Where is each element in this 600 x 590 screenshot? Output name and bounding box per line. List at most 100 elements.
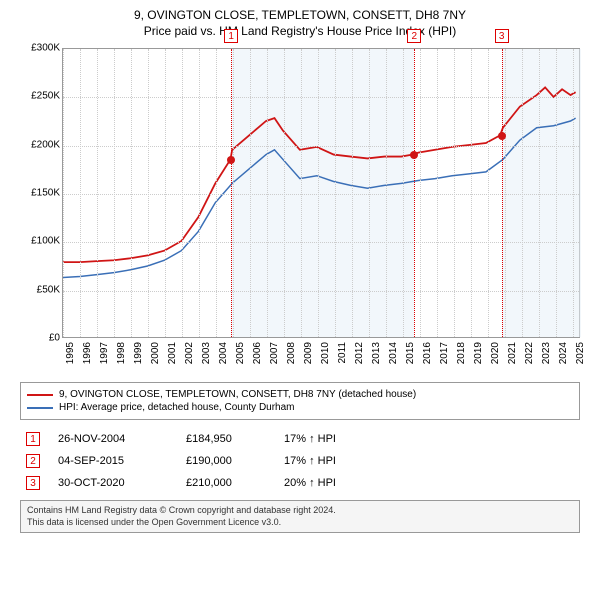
x-tick-label: 2019	[473, 342, 484, 364]
gridline-v	[369, 49, 370, 337]
x-tick-label: 2004	[218, 342, 229, 364]
sales-row-marker: 2	[26, 454, 40, 468]
legend-row: HPI: Average price, detached house, Coun…	[27, 402, 573, 413]
y-tick-label: £100K	[31, 236, 60, 247]
chart-area: £0£50K£100K£150K£200K£250K£300K 123 1995…	[20, 48, 580, 378]
gridline-v	[403, 49, 404, 337]
gridline-v	[420, 49, 421, 337]
y-tick-label: £250K	[31, 91, 60, 102]
x-tick-label: 2022	[524, 342, 535, 364]
y-tick-label: £150K	[31, 188, 60, 199]
x-tick-label: 2002	[184, 342, 195, 364]
chart-container: 9, OVINGTON CLOSE, TEMPLETOWN, CONSETT, …	[0, 0, 600, 590]
gridline-v	[182, 49, 183, 337]
sales-row: 330-OCT-2020£210,00020% ↑ HPI	[20, 472, 580, 494]
gridline-v	[284, 49, 285, 337]
footer-line2: This data is licensed under the Open Gov…	[27, 517, 573, 529]
x-tick-label: 2025	[575, 342, 586, 364]
x-tick-label: 2017	[439, 342, 450, 364]
y-tick-label: £300K	[31, 43, 60, 54]
gridline-v	[148, 49, 149, 337]
legend-row: 9, OVINGTON CLOSE, TEMPLETOWN, CONSETT, …	[27, 389, 573, 400]
y-tick-label: £0	[49, 333, 60, 344]
sales-row-price: £184,950	[186, 433, 266, 445]
x-tick-label: 2024	[558, 342, 569, 364]
gridline-v	[539, 49, 540, 337]
x-tick-label: 2021	[507, 342, 518, 364]
x-tick-label: 2016	[422, 342, 433, 364]
sales-row: 204-SEP-2015£190,00017% ↑ HPI	[20, 450, 580, 472]
x-tick-label: 2020	[490, 342, 501, 364]
gridline-v	[165, 49, 166, 337]
gridline-v	[267, 49, 268, 337]
x-tick-label: 2023	[541, 342, 552, 364]
x-tick-label: 2018	[456, 342, 467, 364]
x-tick-label: 2006	[252, 342, 263, 364]
legend-swatch	[27, 407, 53, 409]
gridline-v	[318, 49, 319, 337]
sales-table: 126-NOV-2004£184,95017% ↑ HPI204-SEP-201…	[20, 428, 580, 494]
x-tick-label: 1998	[116, 342, 127, 364]
gridline-v	[522, 49, 523, 337]
x-tick-label: 1996	[82, 342, 93, 364]
x-tick-label: 2001	[167, 342, 178, 364]
footer-line1: Contains HM Land Registry data © Crown c…	[27, 505, 573, 517]
sale-dot	[227, 156, 235, 164]
gridline-v	[80, 49, 81, 337]
sale-marker-line	[502, 49, 503, 337]
legend-label: 9, OVINGTON CLOSE, TEMPLETOWN, CONSETT, …	[59, 389, 416, 400]
sale-marker-box: 1	[224, 29, 238, 43]
gridline-v	[471, 49, 472, 337]
x-tick-label: 1999	[133, 342, 144, 364]
series-hpi	[63, 118, 576, 277]
chart-title: 9, OVINGTON CLOSE, TEMPLETOWN, CONSETT, …	[10, 8, 590, 22]
sale-marker-box: 2	[407, 29, 421, 43]
sales-row-marker: 1	[26, 432, 40, 446]
sales-row: 1 26-NOV-2004 £184,950 17% ↑ HPI	[20, 428, 580, 450]
gridline-v	[573, 49, 574, 337]
x-tick-label: 2003	[201, 342, 212, 364]
sale-marker-line	[231, 49, 232, 337]
gridline-v	[386, 49, 387, 337]
gridline-v	[63, 49, 64, 337]
y-tick-label: £200K	[31, 139, 60, 150]
gridline-v	[488, 49, 489, 337]
sale-dot	[410, 151, 418, 159]
x-tick-label: 2009	[303, 342, 314, 364]
sales-row-marker: 3	[26, 476, 40, 490]
x-tick-label: 2013	[371, 342, 382, 364]
sales-row-delta: 17% ↑ HPI	[284, 433, 384, 445]
x-tick-label: 1997	[99, 342, 110, 364]
sales-row-date: 26-NOV-2004	[58, 433, 168, 445]
gridline-v	[233, 49, 234, 337]
x-tick-label: 2011	[337, 342, 348, 364]
sales-row-delta: 17% ↑ HPI	[284, 455, 384, 467]
sale-marker-box: 3	[495, 29, 509, 43]
gridline-v	[335, 49, 336, 337]
footer-attribution: Contains HM Land Registry data © Crown c…	[20, 500, 580, 533]
gridline-v	[556, 49, 557, 337]
series-property	[63, 87, 576, 262]
gridline-v	[97, 49, 98, 337]
gridline-v	[199, 49, 200, 337]
y-axis: £0£50K£100K£150K£200K£250K£300K	[20, 48, 62, 338]
x-axis: 1995 1996 1997 1998 1999 2000 2001 2002 2003 2004…	[62, 338, 580, 378]
x-tick-label: 1995	[65, 342, 76, 364]
x-tick-label: 2014	[388, 342, 399, 364]
gridline-v	[250, 49, 251, 337]
x-tick-label: 2008	[286, 342, 297, 364]
gridline-v	[216, 49, 217, 337]
x-tick-label: 2015	[405, 342, 416, 364]
gridline-v	[301, 49, 302, 337]
x-tick-label: 2010	[320, 342, 331, 364]
legend: 9, OVINGTON CLOSE, TEMPLETOWN, CONSETT, …	[20, 382, 580, 420]
gridline-v	[352, 49, 353, 337]
plot-region: 123	[62, 48, 580, 338]
sales-row-price: £190,000	[186, 455, 266, 467]
x-tick-label: 2000	[150, 342, 161, 364]
x-tick-label: 2007	[269, 342, 280, 364]
legend-label: HPI: Average price, detached house, Coun…	[59, 402, 295, 413]
x-tick-label: 2012	[354, 342, 365, 364]
gridline-v	[131, 49, 132, 337]
x-tick-label: 2005	[235, 342, 246, 364]
